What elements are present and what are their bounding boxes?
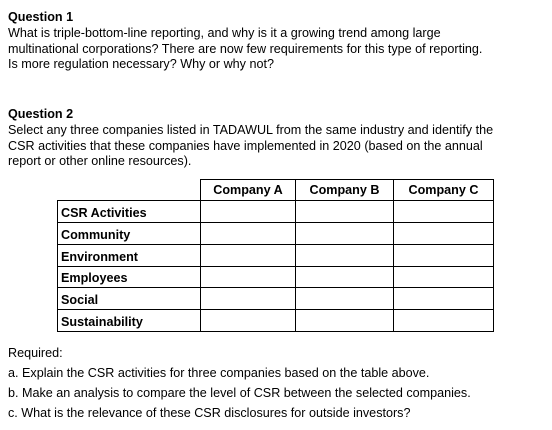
- table-cell: [295, 243, 394, 267]
- table-cell: [393, 309, 494, 333]
- table-row: Social: [57, 287, 494, 311]
- company-c-header: Company C: [393, 178, 494, 202]
- required-label: Required:: [8, 346, 63, 360]
- table-corner-cell: [58, 180, 201, 201]
- table-row: Environment: [57, 243, 494, 267]
- row-label: Sustainability: [57, 309, 201, 333]
- table-cell: [200, 265, 296, 289]
- question-1-line: Is more regulation necessary? Why or why…: [8, 57, 274, 72]
- required-item: b. Make an analysis to compare the level…: [8, 386, 471, 400]
- table-cell: [295, 265, 394, 289]
- required-item: c. What is the relevance of these CSR di…: [8, 406, 411, 420]
- question-1-line: What is triple-bottom-line reporting, an…: [8, 26, 441, 40]
- table-cell: [393, 222, 494, 245]
- question-1-heading: Question 1: [8, 10, 74, 24]
- required-item: a. Explain the CSR activities for three …: [8, 366, 430, 380]
- table-cell: [295, 287, 394, 311]
- question-2-line: report or other online resources).: [8, 154, 192, 169]
- question-2-line: Select any three companies listed in TAD…: [8, 123, 494, 137]
- table-cell: [393, 265, 494, 289]
- table-row: Community: [57, 222, 494, 245]
- table-cell: [200, 287, 296, 311]
- table-cell: [393, 200, 494, 224]
- row-label: Social: [57, 287, 201, 311]
- table-cell: [295, 200, 394, 224]
- table-cell: [200, 243, 296, 267]
- company-a-header: Company A: [200, 178, 296, 202]
- table-cell: [295, 222, 394, 245]
- table-row: CSR Activities: [57, 200, 494, 224]
- row-label: Environment: [57, 243, 201, 267]
- question-2-line: CSR activities that these companies have…: [8, 138, 483, 153]
- table-cell: [200, 200, 296, 224]
- required-list: a. Explain the CSR activities for three …: [8, 366, 471, 426]
- csr-activities-table: Company A Company B Company C CSR Activi…: [57, 178, 494, 333]
- table-row: Employees: [57, 265, 494, 289]
- question-2-heading: Question 2: [8, 107, 74, 121]
- table-cell: [393, 243, 494, 267]
- table-cell: [393, 287, 494, 311]
- row-label: Employees: [57, 265, 201, 289]
- row-label: Community: [57, 222, 201, 245]
- question-1-text: What is triple-bottom-line reporting, an…: [8, 26, 548, 73]
- question-2-text: Select any three companies listed in TAD…: [8, 123, 548, 170]
- row-label: CSR Activities: [57, 200, 201, 224]
- table-cell: [200, 222, 296, 245]
- table-row: Sustainability: [57, 309, 494, 333]
- table-cell: [295, 309, 394, 333]
- table-header-row: Company A Company B Company C: [58, 178, 494, 202]
- question-1-line: multinational corporations? There are no…: [8, 41, 483, 56]
- table-cell: [200, 309, 296, 333]
- company-b-header: Company B: [295, 178, 394, 202]
